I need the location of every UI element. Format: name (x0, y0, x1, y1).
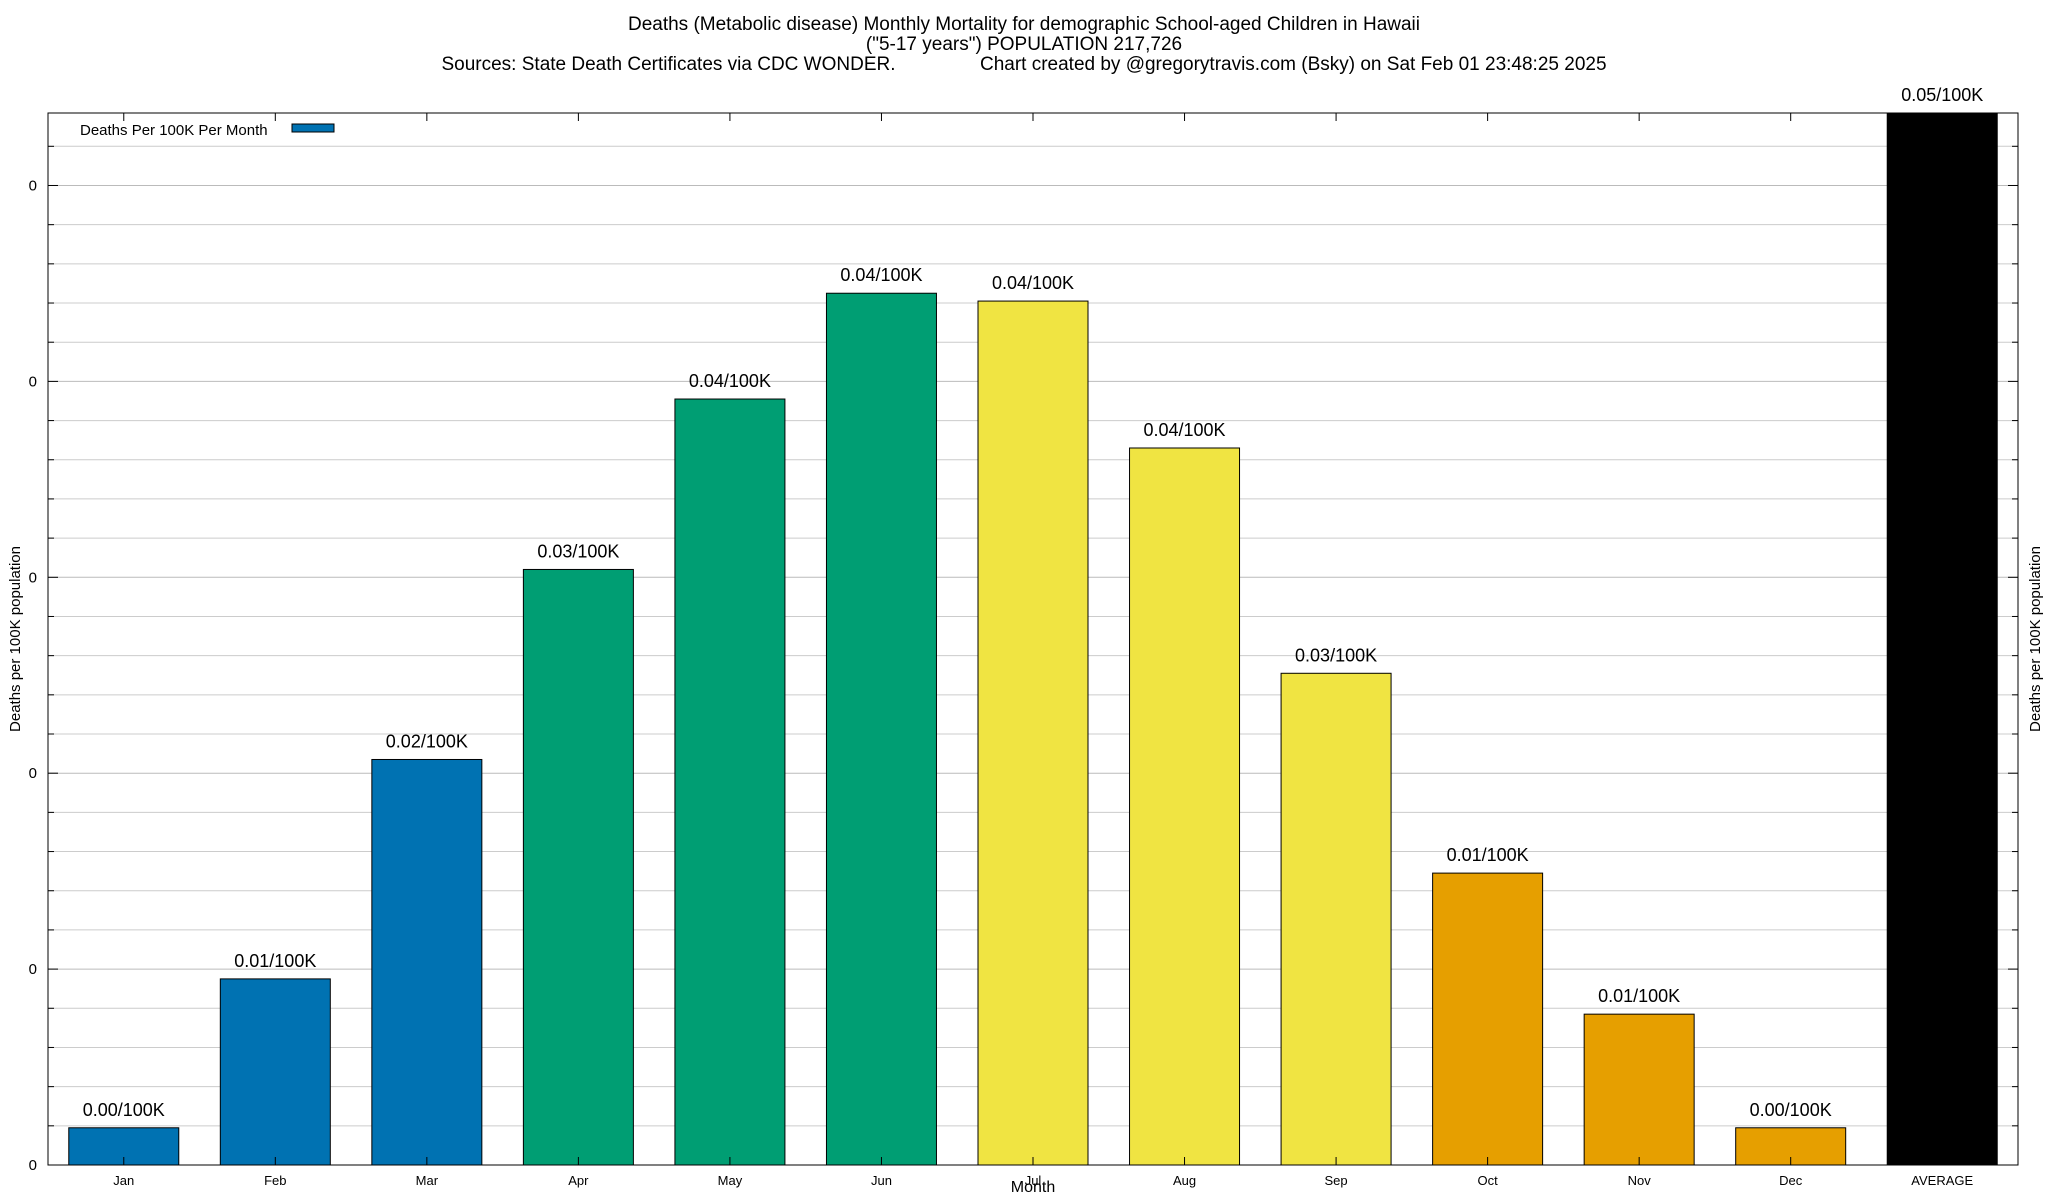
bar-value-label: 0.00/100K (1750, 1100, 1832, 1120)
bar-value-label: 0.02/100K (386, 731, 468, 751)
bar-value-label: 0.03/100K (1295, 645, 1377, 665)
bar-value-label: 0.03/100K (537, 541, 619, 561)
y-tick-label: 0 (29, 177, 37, 194)
chart-subtitle: ("5-17 years") POPULATION 217,726 (865, 34, 1183, 55)
x-axis-label: Month (1011, 1179, 1055, 1196)
bar-value-label: 0.01/100K (1598, 986, 1680, 1006)
bar-jun (825, 292, 937, 1166)
x-tick-label: Jul (1025, 1173, 1042, 1188)
bar-value-label: 0.04/100K (1143, 420, 1225, 440)
bar-aug (1129, 447, 1241, 1166)
x-tick-label: Jun (871, 1173, 892, 1188)
y-tick-label: 0 (29, 373, 37, 390)
x-tick-label: Dec (1779, 1173, 1803, 1188)
chart-source-line: Sources: State Death Certificates via CD… (441, 54, 1607, 75)
bar-value-label: 0.01/100K (1447, 845, 1529, 865)
x-tick-label: Sep (1325, 1173, 1348, 1188)
bar-sep (1280, 672, 1392, 1166)
y-tick-label: 0 (29, 765, 37, 782)
bar-value-label: 0.04/100K (840, 265, 922, 285)
bar-nov (1583, 1013, 1695, 1166)
y-axis-label: Deaths per 100K population (7, 546, 24, 732)
bar-value-label: 0.04/100K (689, 371, 771, 391)
bar-oct (1432, 872, 1544, 1166)
bar-value-label: 0.00/100K (83, 1100, 165, 1120)
y-tick-label: 0 (29, 1157, 37, 1174)
y-tick-label: 0 (29, 961, 37, 978)
x-tick-label: Nov (1628, 1173, 1652, 1188)
x-tick-label: Oct (1477, 1173, 1498, 1188)
bar-mar (371, 758, 483, 1166)
bar-apr (522, 568, 634, 1166)
x-tick-label: May (718, 1173, 743, 1188)
bar-average (1886, 112, 1998, 1166)
x-tick-label: Apr (568, 1173, 589, 1188)
bar-value-label: 0.05/100K (1901, 85, 1983, 105)
chart-title: Deaths (Metabolic disease) Monthly Morta… (627, 14, 1421, 35)
plot-border (47, 112, 2019, 1166)
bar-may (674, 398, 786, 1166)
x-tick-label: Feb (264, 1173, 286, 1188)
x-tick-label: Jan (113, 1173, 134, 1188)
x-tick-label: Mar (416, 1173, 439, 1188)
legend-label: Deaths Per 100K Per Month (80, 122, 268, 139)
x-tick-label: AVERAGE (1911, 1173, 1973, 1188)
bar-value-label: 0.04/100K (992, 273, 1074, 293)
legend-swatch (291, 123, 335, 133)
bar-feb (219, 978, 331, 1166)
y-axis-label-right: Deaths per 100K population (2027, 546, 2044, 732)
y-tick-label: 0 (29, 569, 37, 586)
x-tick-label: Aug (1173, 1173, 1196, 1188)
bar-jul (977, 300, 1089, 1166)
bar-value-label: 0.01/100K (234, 951, 316, 971)
